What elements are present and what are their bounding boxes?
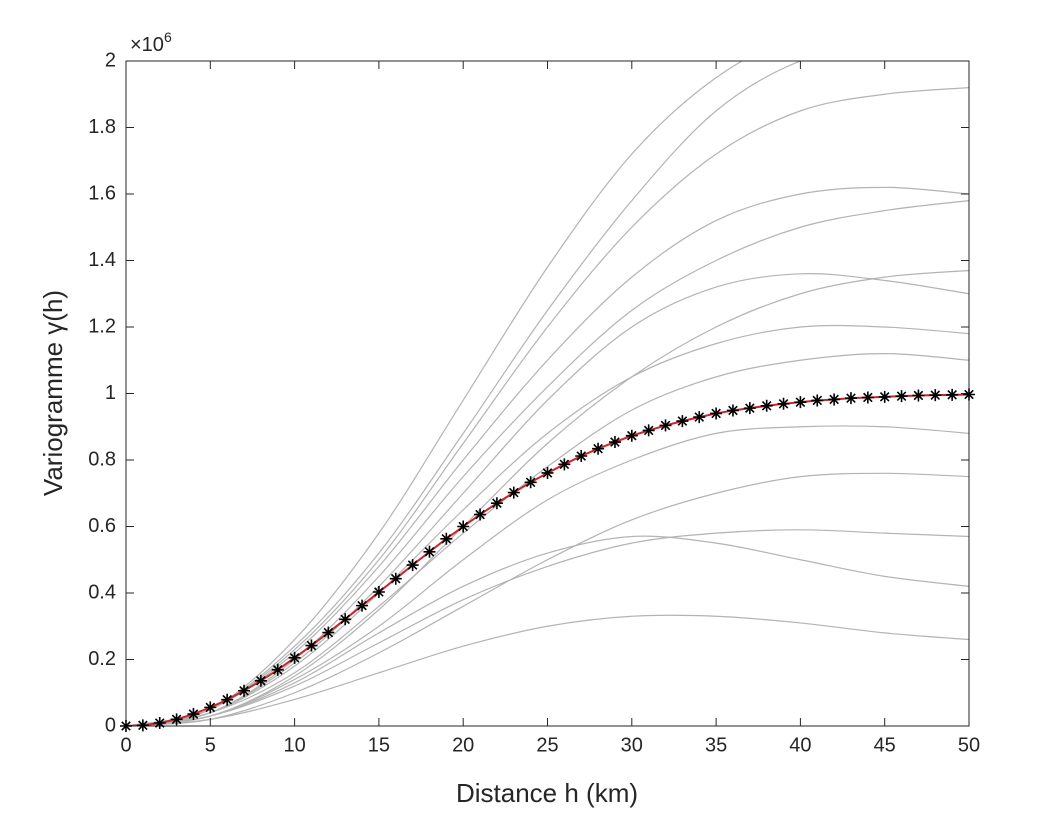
marker xyxy=(946,388,959,401)
x-tick-label: 5 xyxy=(205,734,216,756)
marker xyxy=(625,429,638,442)
simulation-line xyxy=(126,61,969,726)
marker xyxy=(811,394,824,407)
y-tick-label: 1.2 xyxy=(88,315,116,337)
marker xyxy=(423,545,436,558)
x-tick-label: 25 xyxy=(536,734,558,756)
y-axis-label: Variogramme γ(h) xyxy=(38,290,68,496)
marker xyxy=(389,572,402,585)
simulation-line xyxy=(126,269,969,726)
marker xyxy=(440,532,453,545)
marker xyxy=(592,442,605,455)
simulation-line xyxy=(126,87,969,726)
marker xyxy=(608,436,621,449)
x-tick-label: 30 xyxy=(621,734,643,756)
y-tick-label: 0 xyxy=(105,714,116,736)
marker xyxy=(743,402,756,415)
marker xyxy=(575,450,588,463)
x-tick-label: 35 xyxy=(705,734,727,756)
simulation-line xyxy=(126,535,969,726)
x-tick-label: 50 xyxy=(958,734,980,756)
marker xyxy=(659,419,672,432)
curves xyxy=(126,61,969,726)
y-tick-label: 2 xyxy=(105,49,116,71)
marker xyxy=(170,713,183,726)
x-tick-label: 10 xyxy=(283,734,305,756)
y-tick-label: 1.6 xyxy=(88,182,116,204)
y-tick-label: 1.8 xyxy=(88,116,116,138)
marker xyxy=(305,639,318,652)
marker xyxy=(693,411,706,424)
marker xyxy=(777,397,790,410)
simulation-line xyxy=(126,61,744,726)
simulation-line xyxy=(126,200,969,726)
simulation-line xyxy=(126,425,969,726)
marker xyxy=(339,613,352,626)
marker xyxy=(676,415,689,428)
marker xyxy=(490,497,503,510)
marker xyxy=(322,626,335,639)
marker xyxy=(861,391,874,404)
marker xyxy=(120,720,132,732)
marker xyxy=(288,651,301,664)
marker xyxy=(524,476,537,489)
x-tick-label: 20 xyxy=(452,734,474,756)
plot-area xyxy=(126,61,969,726)
marker xyxy=(963,388,975,401)
marker xyxy=(760,399,773,412)
marker xyxy=(136,719,149,732)
marker xyxy=(254,674,267,687)
marker xyxy=(541,466,554,479)
marker xyxy=(474,508,487,521)
marker xyxy=(356,599,369,612)
marker xyxy=(710,407,723,420)
marker xyxy=(844,392,857,405)
marker xyxy=(878,390,891,403)
marker xyxy=(238,684,251,697)
marker xyxy=(271,663,284,676)
marker xyxy=(912,389,925,402)
marker xyxy=(794,396,807,409)
marker xyxy=(507,486,520,499)
simulation-line xyxy=(126,529,969,726)
marker xyxy=(204,701,217,714)
y-tick-label: 1.4 xyxy=(88,249,116,271)
y-tick-label: 0.6 xyxy=(88,515,116,537)
marker xyxy=(558,458,571,471)
simulation-line xyxy=(126,472,969,726)
y-multiplier-exponent: 6 xyxy=(164,29,172,45)
x-axis-label: Distance h (km) xyxy=(456,778,638,808)
marker xyxy=(153,717,166,730)
marker xyxy=(726,404,739,417)
x-tick-label: 0 xyxy=(120,734,131,756)
x-tick-label: 40 xyxy=(789,734,811,756)
axes: 0 5 10 15 20 25 30 35 40 45 50 0 0.2 0.4 0.6 0.8 1 1.2 1.4… xyxy=(88,49,980,756)
marker xyxy=(457,520,470,533)
y-multiplier-base: ×10 xyxy=(130,34,164,56)
marker xyxy=(895,390,908,403)
marker xyxy=(929,389,942,402)
marker xyxy=(221,693,234,706)
simulation-line xyxy=(126,324,969,726)
y-tick-label: 0.4 xyxy=(88,581,116,603)
marker xyxy=(187,708,200,721)
x-tick-label: 15 xyxy=(368,734,390,756)
y-tick-label: 0.2 xyxy=(88,648,116,670)
y-tick-label: 1 xyxy=(105,382,116,404)
marker xyxy=(406,559,419,572)
simulation-line xyxy=(126,352,969,726)
marker xyxy=(372,586,385,599)
marker xyxy=(828,393,841,406)
simulation-line xyxy=(126,614,969,726)
y-tick-label: 0.8 xyxy=(88,448,116,470)
marker xyxy=(642,424,655,437)
y-multiplier: ×106 xyxy=(130,29,172,57)
x-tick-label: 45 xyxy=(874,734,896,756)
